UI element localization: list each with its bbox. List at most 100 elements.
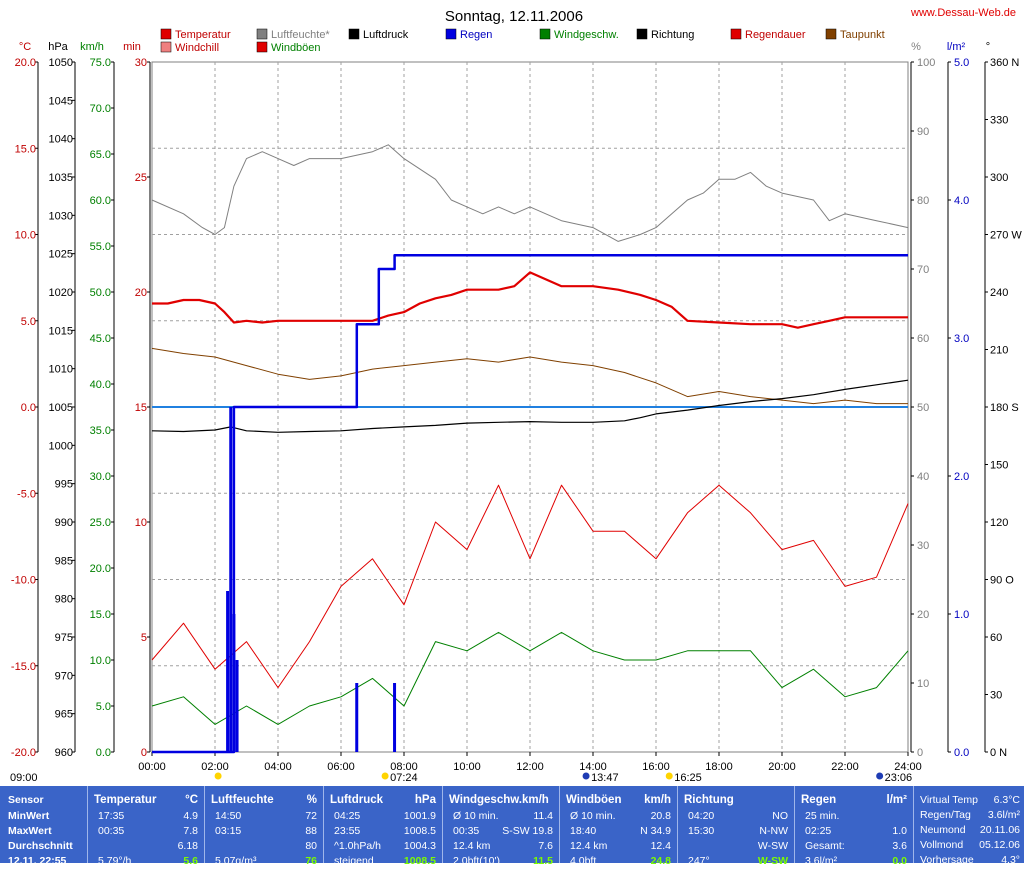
stats-row-label: 03:15 [215, 825, 242, 837]
stats-row: 5.79°/h 5.6 [98, 855, 198, 869]
series-line-regen [152, 253, 908, 754]
label-current: 12.11. 22:55 [8, 855, 67, 867]
axis-units: °C hPa km/h min% l/m² ° [19, 41, 990, 53]
stats-row-value: 7.6 [538, 840, 553, 852]
series-line-temperatur [152, 271, 908, 329]
stats-row-value: 88 [305, 825, 317, 837]
stats-row: 6.18 [98, 840, 198, 854]
stats-row-label: 04:20 [688, 810, 715, 822]
extra-row: Virtual Temp 6.3°C [920, 794, 1020, 808]
right-axis-tick-label: 100 [917, 57, 935, 69]
extra-row-label: Virtual Temp [920, 794, 978, 806]
stats-row-value: 6.18 [177, 840, 198, 852]
legend-swatch [160, 41, 172, 53]
left-axis-tick-label: 5.0 [21, 316, 36, 328]
sun-moon-icon [214, 772, 222, 780]
left-axis-tick-label: 1005 [49, 402, 73, 414]
left-axis-tick-label: 1015 [49, 325, 73, 337]
left-axis-tick-label: -5.0 [17, 488, 36, 500]
stats-row: 25 min. [805, 810, 907, 824]
stats-row-value: NO [772, 810, 788, 822]
x-axis-tick-label: 10:00 [453, 761, 481, 773]
left-axis-tick-label: 60.0 [90, 195, 111, 207]
left-axis-tick-label: 10 [135, 517, 147, 529]
stats-label-column: Sensor MinWert MaxWert Durchschnitt 12.1… [0, 786, 88, 867]
stats-row-value: W-SW [757, 855, 788, 867]
stats-section-luftfeuchte: Luftfeuchte% 14:50 72 03:15 88 80 5.07g/m³ 76 [205, 786, 324, 867]
extra-row: Vorhersage 4.3° [920, 854, 1020, 868]
stats-row-value: 76 [305, 855, 317, 867]
right-axis-tick-label: 70 [917, 264, 929, 276]
regendauer-bar [232, 614, 236, 752]
stats-row-value: S-SW 19.8 [502, 825, 553, 837]
watermark-link[interactable]: www.Dessau-Web.de [910, 7, 1016, 19]
extra-row-label: Neumond [920, 824, 966, 836]
legend-label: Regendauer [745, 29, 806, 41]
left-axis-tick-label: 20.0 [15, 57, 36, 69]
sun-moon-label: 16:25 [674, 772, 702, 784]
stats-row: 3.6l/m² 0.0 [805, 855, 907, 869]
sun-moon-icon [582, 772, 590, 780]
stats-section-regen: Regen l/m² 25 min. 02:25 1.0 Gesamt: 3.6 3.6l/m… [795, 786, 914, 867]
stats-row-label: Ø 10 min. [570, 810, 616, 822]
legend-label: Luftdruck [363, 29, 409, 41]
right-axis-tick-label: 20 [917, 609, 929, 621]
x-axis-tick-label: 04:00 [264, 761, 292, 773]
legend-label: Regen [460, 29, 492, 41]
legend-label: Taupunkt [840, 29, 885, 41]
stats-section-temperatur: Temperatur °C 17:35 4.9 00:35 7.8 6.18 5.79°/h 5… [88, 786, 205, 867]
stats-section-title: Windböen [566, 794, 622, 806]
legend-label: Windböen [271, 42, 321, 54]
stats-row-label: 00:35 [98, 825, 125, 837]
left-axis-tick-label: 980 [55, 594, 73, 606]
stats-row-label: 12.4 km [453, 840, 491, 852]
right-axis-tick-label: 300 [990, 172, 1008, 184]
left-axis-tick-label: 15.0 [15, 143, 36, 155]
left-axis-tick-label: 10.0 [90, 655, 111, 667]
left-axis-tick-label: 65.0 [90, 149, 111, 161]
axis-unit-right: % [911, 41, 921, 53]
sun-moon-icon [381, 772, 389, 780]
right-axis-tick-label: 90 [917, 126, 929, 138]
stats-row-label: 247° [688, 855, 710, 867]
x-axis-tick-label: 24:00 [894, 761, 922, 773]
stats-row: 23:55 1008.5 [334, 825, 436, 839]
legend-swatch [539, 28, 551, 40]
stats-row: Ø 10 min. 20.8 [570, 810, 671, 824]
left-axis-tick-label: 990 [55, 517, 73, 529]
label-durchschnitt: Durchschnitt [8, 840, 73, 852]
sun-moon-icon [876, 772, 884, 780]
regendauer-bar [355, 683, 359, 752]
right-axis-tick-label: 90 O [990, 575, 1014, 587]
right-axis-tick-label: 50 [917, 402, 929, 414]
left-axis-tick-label: 1045 [49, 95, 73, 107]
right-axis-tick-label: 330 [990, 115, 1008, 127]
legend-swatch [256, 28, 268, 40]
extra-row-value: 3.6l/m² [987, 809, 1020, 821]
stats-row-label: 4.0bft [570, 855, 597, 867]
stats-section-unit: km/h [644, 794, 671, 806]
extra-row: Neumond 20.11.06 [920, 824, 1020, 838]
sun-moon-label: 09:00 [10, 772, 38, 784]
stats-row-label: Ø 10 min. [453, 810, 499, 822]
stats-section-title: Regen [801, 794, 837, 806]
left-axis-tick-label: 965 [55, 709, 73, 721]
stats-section-header: Luftfeuchte% [211, 794, 317, 806]
stats-row: 80 [215, 840, 317, 854]
stats-row-value: 24.8 [650, 855, 671, 867]
stats-row-value: 3.6 [892, 840, 907, 852]
stats-row-label: Gesamt: [805, 840, 845, 852]
left-axis-tick-label: 35.0 [90, 425, 111, 437]
stats-row: ^1.0hPa/h 1004.3 [334, 840, 436, 854]
x-axis-tick-label: 02:00 [201, 761, 229, 773]
extra-row-label: Vorhersage [920, 854, 974, 866]
stats-row-label: 25 min. [805, 810, 840, 822]
extra-row-label: Vollmond [920, 839, 964, 851]
label-maxwert: MaxWert [8, 825, 52, 837]
extra-row-label: Regen/Tag [920, 809, 971, 821]
axis-unit-right: ° [986, 41, 990, 53]
axis-unit-left: min [123, 41, 141, 53]
legend-label: Richtung [651, 29, 694, 41]
stats-section-title: Luftdruck [330, 794, 384, 806]
stats-section-header: Luftdruck hPa [330, 794, 436, 806]
